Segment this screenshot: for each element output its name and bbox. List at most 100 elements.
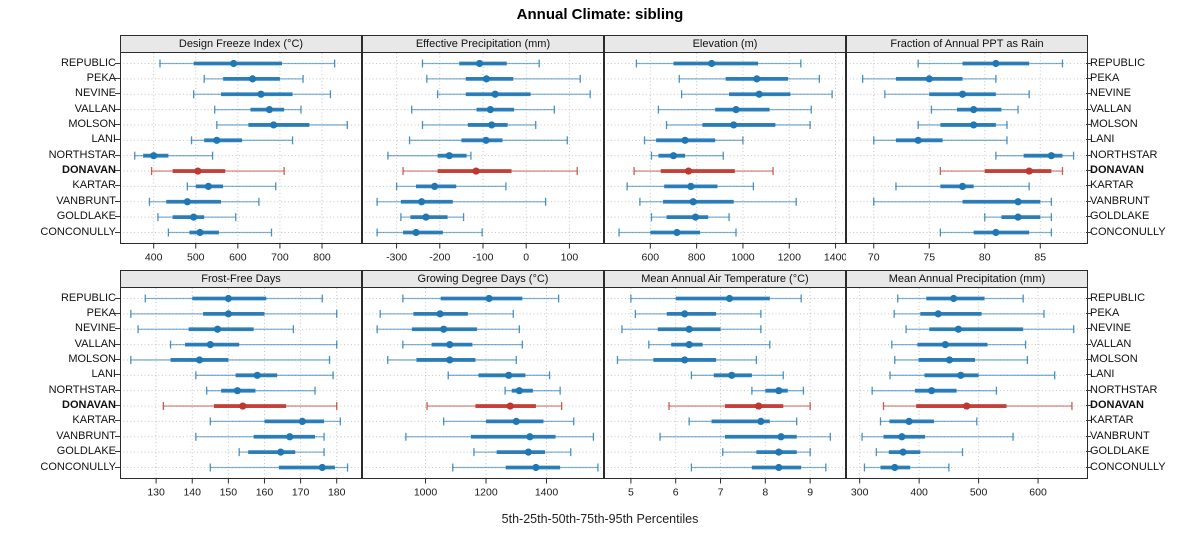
station-tick-kartar bbox=[1086, 420, 1091, 422]
series-vanbrunt bbox=[659, 432, 831, 441]
series-molson bbox=[616, 355, 758, 364]
station-label-peka: PEKA bbox=[1090, 71, 1120, 84]
station-label-goldlake: GOLDLAKE bbox=[56, 445, 116, 458]
station-label-vallan: VALLAN bbox=[74, 102, 116, 115]
station-tick-donavan bbox=[115, 170, 120, 172]
station-label-donavan: DONAVAN bbox=[62, 164, 116, 177]
station-tick-lani bbox=[115, 139, 120, 141]
svg-text:500: 500 bbox=[970, 487, 988, 499]
station-tick-peka bbox=[1086, 312, 1091, 314]
series-goldlake bbox=[157, 213, 237, 222]
plot-area-design-freeze-index-c bbox=[120, 52, 362, 244]
plot-area-mean-annual-precipitation-mm bbox=[846, 287, 1088, 479]
series-vallan bbox=[402, 340, 523, 349]
series-northstar bbox=[995, 151, 1075, 160]
station-tick-nevine bbox=[115, 93, 120, 95]
station-label-vallan: VALLAN bbox=[74, 337, 116, 350]
plot-svg-mean-annual-air-temperature-c bbox=[605, 288, 845, 478]
station-tick-molson bbox=[115, 358, 120, 360]
station-label-conconully: CONCONULLY bbox=[40, 225, 116, 238]
svg-text:80: 80 bbox=[979, 252, 991, 264]
plot-svg-effective-precipitation-mm bbox=[363, 53, 603, 243]
station-tick-donavan bbox=[1086, 170, 1091, 172]
svg-text:180: 180 bbox=[328, 487, 346, 499]
svg-text:500: 500 bbox=[187, 252, 205, 264]
series-northstar bbox=[650, 151, 724, 160]
series-peka bbox=[130, 309, 338, 318]
strip-title-mean-annual-air-temperature-c: Mean Annual Air Temperature (°C) bbox=[604, 270, 846, 288]
panel-design-freeze-index-c: Design Freeze Index (°C) 400 500 600 700 800 bbox=[120, 35, 362, 273]
series-molson bbox=[421, 120, 537, 129]
station-tick-peka bbox=[115, 312, 120, 314]
station-label-conconully: CONCONULLY bbox=[40, 460, 116, 473]
station-label-lani: LANI bbox=[91, 133, 116, 146]
series-conconully bbox=[167, 228, 273, 237]
svg-text:7: 7 bbox=[718, 487, 724, 499]
svg-text:1000: 1000 bbox=[414, 487, 438, 499]
series-nevine bbox=[884, 90, 1030, 99]
station-tick-northstar bbox=[1086, 154, 1091, 156]
station-label-donavan: DONAVAN bbox=[1090, 399, 1144, 412]
series-donavan bbox=[882, 402, 1073, 411]
series-vanbrunt bbox=[861, 432, 1014, 441]
station-label-donavan: DONAVAN bbox=[62, 399, 116, 412]
series-kartar bbox=[209, 417, 341, 426]
strip-title-fraction-of-annual-ppt-as-rain: Fraction of Annual PPT as Rain bbox=[846, 35, 1088, 53]
panel-effective-precipitation-mm: Effective Precipitation (mm) -300 -200 -100… bbox=[362, 35, 604, 273]
series-northstar bbox=[871, 386, 998, 395]
svg-text:85: 85 bbox=[1034, 252, 1046, 264]
panel-elevation-m: Elevation (m) 600 800 1000 1200 1400 bbox=[604, 35, 847, 273]
station-tick-donavan bbox=[115, 405, 120, 407]
station-tick-vanbrunt bbox=[115, 200, 120, 202]
station-tick-vallan bbox=[1086, 108, 1091, 110]
series-peka bbox=[678, 74, 821, 83]
station-tick-republic bbox=[115, 62, 120, 64]
series-conconully bbox=[618, 228, 737, 237]
series-vallan bbox=[891, 340, 1027, 349]
svg-text:9: 9 bbox=[807, 487, 813, 499]
station-label-vanbrunt: VANBRUNT bbox=[56, 429, 116, 442]
station-labels-left-row2: REPUBLIC PEKA NEVINE VALLAN MOLSON LANI NORTHS… bbox=[2, 287, 120, 479]
station-label-peka: PEKA bbox=[1090, 306, 1120, 319]
series-vanbrunt bbox=[195, 432, 325, 441]
station-label-vanbrunt: VANBRUNT bbox=[1090, 194, 1150, 207]
series-nevine bbox=[621, 325, 762, 334]
plot-area-fraction-of-annual-ppt-as-rain bbox=[846, 52, 1088, 244]
svg-text:1000: 1000 bbox=[731, 252, 755, 264]
station-label-vanbrunt: VANBRUNT bbox=[1090, 429, 1150, 442]
series-donavan bbox=[633, 167, 774, 176]
series-republic bbox=[917, 59, 1064, 68]
station-tick-vallan bbox=[1086, 343, 1091, 345]
plot-area-elevation-m bbox=[604, 52, 846, 244]
station-tick-vanbrunt bbox=[1086, 200, 1091, 202]
station-label-molson: MOLSON bbox=[1090, 117, 1138, 130]
series-molson bbox=[387, 355, 517, 364]
station-tick-nevine bbox=[1086, 328, 1091, 330]
series-kartar bbox=[443, 417, 575, 426]
station-tick-conconully bbox=[1086, 466, 1091, 468]
plot-svg-growing-degree-days-c bbox=[363, 288, 603, 478]
svg-text:140: 140 bbox=[183, 487, 201, 499]
station-tick-nevine bbox=[115, 328, 120, 330]
station-tick-kartar bbox=[115, 185, 120, 187]
station-label-northstar: NORTHSTAR bbox=[1090, 148, 1158, 161]
station-tick-molson bbox=[115, 123, 120, 125]
station-tick-goldlake bbox=[115, 451, 120, 453]
station-tick-lani bbox=[1086, 374, 1091, 376]
station-label-nevine: NEVINE bbox=[1090, 322, 1131, 335]
svg-text:100: 100 bbox=[561, 252, 579, 264]
series-kartar bbox=[895, 182, 1030, 191]
station-label-republic: REPUBLIC bbox=[1090, 56, 1146, 69]
station-tick-lani bbox=[1086, 139, 1091, 141]
strip-title-mean-annual-precipitation-mm: Mean Annual Precipitation (mm) bbox=[846, 270, 1088, 288]
series-kartar bbox=[395, 182, 507, 191]
svg-text:0: 0 bbox=[523, 252, 529, 264]
series-lani bbox=[195, 371, 334, 380]
station-tick-nevine bbox=[1086, 93, 1091, 95]
series-donavan bbox=[150, 167, 285, 176]
station-label-molson: MOLSON bbox=[68, 117, 116, 130]
station-label-republic: REPUBLIC bbox=[60, 56, 116, 69]
series-conconully bbox=[690, 463, 827, 472]
strip-title-growing-degree-days-c: Growing Degree Days (°C) bbox=[362, 270, 604, 288]
svg-text:130: 130 bbox=[147, 487, 165, 499]
